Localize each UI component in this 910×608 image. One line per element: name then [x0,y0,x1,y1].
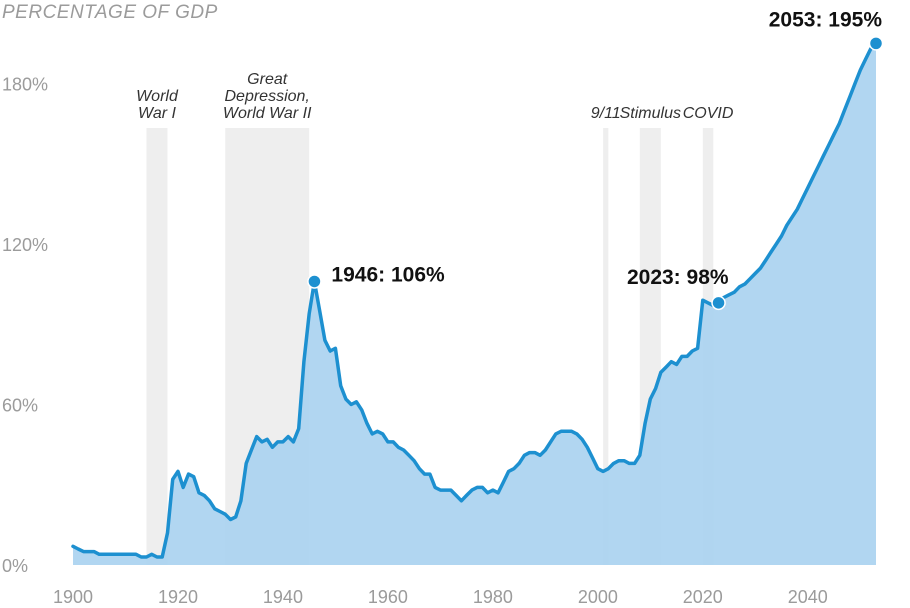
debt-line [71,41,878,559]
event-label-line: 9/11 [591,105,621,122]
line-layer [71,41,878,559]
y-tick-label: 180% [2,75,48,95]
x-tick-label: 1940 [263,587,303,607]
event-label-line: War I [138,105,176,122]
annotation-points [307,36,884,311]
event-label-line: COVID [683,105,734,122]
annotation-label-1946: 1946: 106% [331,263,445,286]
debt-area [73,43,876,565]
x-tick-label: 2040 [788,587,828,607]
event-label-4: COVID [683,105,734,122]
event-label-line: Great [247,71,288,88]
x-axis-ticks: 1900 1920 1940 1960 1980 2000 2020 2040 [53,587,828,607]
y-axis-ticks: 0% 60% 120% 180% [2,75,48,577]
y-tick-label: 60% [2,396,38,416]
event-label-line: World [136,88,179,105]
x-tick-label: 2000 [578,587,618,607]
annotation-labels: 1946: 106% 2023: 98% 2053: 195% [331,8,882,288]
event-band-0 [146,128,168,565]
event-label-line: World War II [223,105,312,122]
event-labels: World War I Great Depression, World War II 9/… [136,71,734,122]
annotation-label-2023: 2023: 98% [627,266,729,289]
event-band-2 [603,128,609,565]
x-tick-label: 2020 [683,587,723,607]
annotation-point-2023 [711,295,726,311]
x-tick-label: 1960 [368,587,408,607]
event-label-0: World War I [136,88,179,122]
x-tick-label: 1980 [473,587,513,607]
event-label-2: 9/11 [591,105,621,122]
annotation-label-2053: 2053: 195% [769,8,883,31]
event-label-1: Great Depression, World War II [223,71,312,122]
annotation-point-1946 [307,274,322,289]
event-label-3: Stimulus [620,105,681,122]
event-label-line: Depression, [225,88,310,105]
annotation-point-2053 [868,36,884,51]
area-layer [73,43,876,565]
x-tick-label: 1920 [158,587,198,607]
y-axis-title: PERCENTAGE OF GDP [2,2,218,23]
event-label-line: Stimulus [620,105,681,122]
y-tick-label: 120% [2,235,48,255]
x-tick-label: 1900 [53,587,93,607]
y-tick-label: 0% [2,556,28,576]
